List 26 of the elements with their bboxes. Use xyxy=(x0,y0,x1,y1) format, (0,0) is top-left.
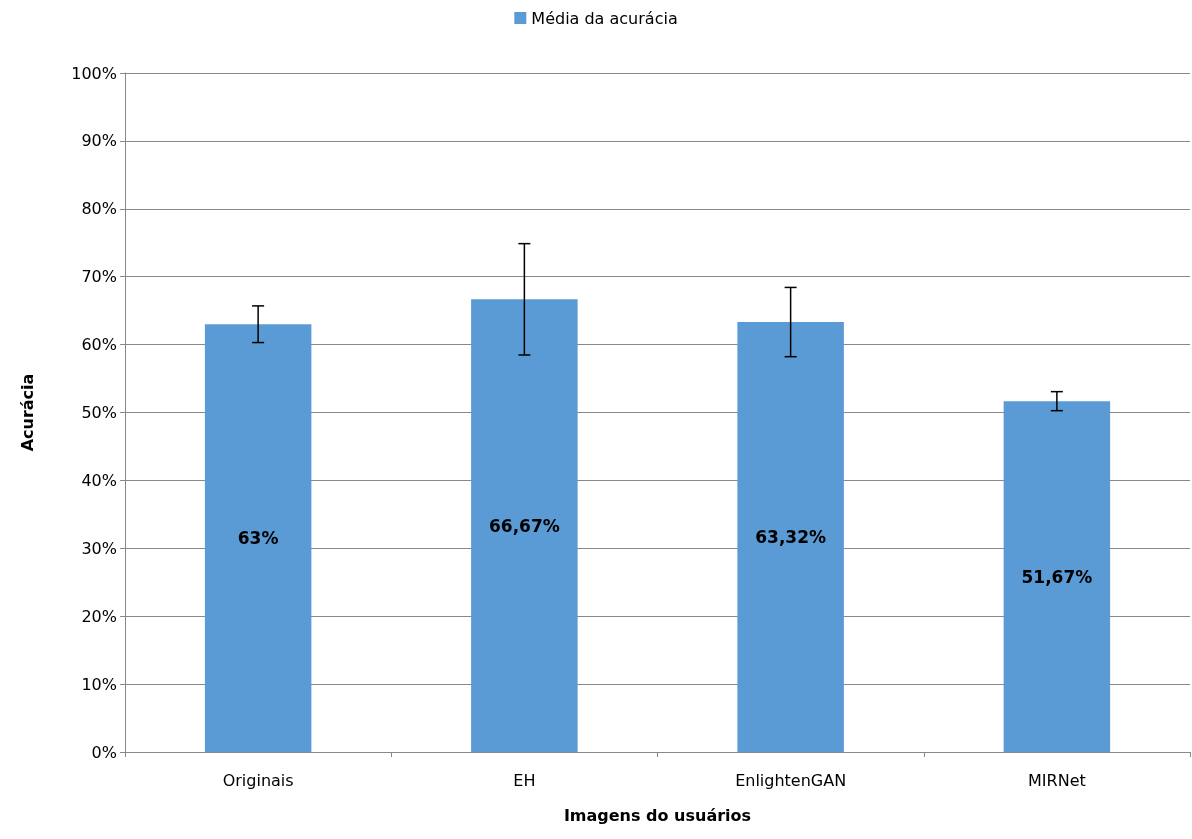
y-tick-label: 10% xyxy=(81,674,117,694)
y-axis-title: Acurácia xyxy=(17,373,37,452)
y-tick-label: 20% xyxy=(81,606,117,626)
data-label: 63% xyxy=(237,528,279,549)
x-tick-label: MIRNet xyxy=(1028,770,1086,790)
x-axis-title: Imagens do usuários xyxy=(563,805,752,825)
y-tick-label: 100% xyxy=(71,63,117,83)
bar xyxy=(737,322,844,752)
x-tick-label: Originais xyxy=(222,770,294,790)
bar xyxy=(471,299,578,752)
x-tick-label: EH xyxy=(513,770,536,790)
y-tick-label: 0% xyxy=(91,742,117,762)
y-tick-label: 60% xyxy=(81,335,117,355)
y-tick-label: 50% xyxy=(81,403,117,422)
legend-label: Média da acurácia xyxy=(531,8,678,28)
y-tick-label: 90% xyxy=(81,131,117,151)
y-tick-label: 80% xyxy=(81,199,117,219)
y-tick-label: 70% xyxy=(81,267,117,287)
bar xyxy=(1003,401,1111,752)
data-label: 51,67% xyxy=(1021,566,1093,587)
y-tick-label: 40% xyxy=(81,470,117,490)
data-label: 66,67% xyxy=(488,515,560,536)
bar xyxy=(204,324,312,752)
x-tick-label: EnlightenGAN xyxy=(735,770,847,790)
data-label: 63,32% xyxy=(755,527,827,548)
y-tick-label: 30% xyxy=(81,538,117,558)
